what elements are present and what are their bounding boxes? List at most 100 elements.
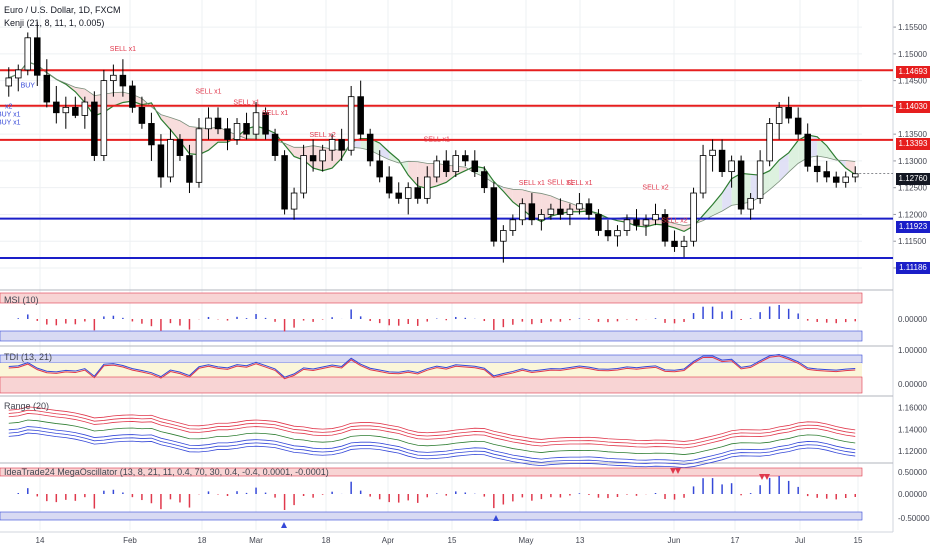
y-tick-label: 1.12000: [898, 210, 927, 219]
pane-label-tdi: TDI (13, 21): [4, 352, 53, 362]
x-tick-label: Apr: [382, 536, 395, 545]
candle-body: [595, 214, 602, 231]
candle-body: [243, 123, 250, 135]
candle-body: [281, 155, 288, 210]
level-badge-4: 1.11923: [896, 221, 930, 233]
pane-label-msi: MSI (10): [4, 295, 39, 305]
range-band-line: [8, 413, 856, 449]
candle-body: [823, 171, 830, 178]
candle-body: [633, 219, 640, 226]
candle-body: [576, 203, 583, 210]
candle-body: [357, 96, 364, 135]
ma-cloud-segment: [179, 120, 190, 154]
x-tick-label: Mar: [249, 536, 263, 545]
candle-body: [138, 106, 146, 124]
msi-upper-zone: [0, 292, 863, 304]
x-tick-label: 13: [576, 536, 585, 545]
candle-body: [528, 203, 536, 221]
candle-body: [271, 133, 279, 156]
x-tick-label: Jul: [795, 536, 805, 545]
signal-label: x2: [5, 104, 13, 111]
candle-body: [53, 101, 60, 114]
candle-body: [737, 160, 745, 210]
ma-cloud-segment: [113, 92, 123, 107]
chart-title: Euro / U.S. Dollar, 1D, FXCM: [4, 5, 121, 15]
tdi-tick-label: 1.00000: [898, 346, 927, 355]
candle-body: [699, 155, 707, 194]
range-tick-label: 1.14000: [898, 425, 927, 434]
y-tick-label: 1.11500: [898, 237, 927, 246]
candle-body: [481, 171, 488, 189]
candle-body: [119, 74, 127, 87]
candle-body: [414, 187, 421, 199]
range-band-line: [8, 429, 856, 465]
sell-arrow-marker: [764, 474, 770, 480]
candle-body: [623, 219, 631, 231]
signal-label: SELL x2: [642, 185, 668, 192]
candle-body: [224, 128, 231, 140]
x-tick-label: 14: [36, 536, 45, 545]
candle-body: [376, 160, 383, 178]
signal-label: SELL x1: [195, 88, 221, 95]
pane-label-megaoscillator: IdeaTrade24 MegaOscillator (13, 8, 21, 1…: [4, 467, 329, 477]
candle-body: [423, 176, 431, 199]
signal-label: BUY: [21, 82, 36, 89]
ma-cloud-segment: [170, 117, 180, 142]
candle-body: [433, 160, 441, 178]
candle-body: [157, 144, 165, 178]
msi-lower-zone: [0, 330, 863, 342]
x-tick-label: May: [518, 536, 533, 545]
candle-body: [813, 165, 821, 173]
chart-header: Euro / U.S. Dollar, 1D, FXCM Kenji (21, …: [4, 4, 121, 30]
candle-body: [452, 155, 460, 173]
candle-body: [690, 192, 697, 242]
candle-body: [566, 208, 574, 215]
ma-cloud-segment: [379, 143, 390, 160]
level-badge-3: 1.13393: [896, 138, 930, 150]
tdi-tick-label: 0.00000: [898, 380, 927, 389]
x-tick-label: Feb: [123, 536, 137, 545]
x-tick-label: Jun: [668, 536, 681, 545]
tdi-mid-zone: [0, 363, 862, 377]
candle-body: [500, 230, 507, 242]
signal-label: SELL x1: [566, 180, 592, 187]
candle-body: [614, 230, 621, 237]
y-tick-label: 1.15500: [898, 23, 927, 32]
ma-cloud-segment: [788, 140, 799, 173]
ma-cloud-segment: [674, 223, 685, 232]
tdi-line-red: [8, 355, 856, 380]
candle-body: [490, 187, 498, 242]
signal-label: SELL x1: [519, 180, 545, 187]
candle-body: [547, 208, 555, 215]
level-badge-2: 1.14030: [896, 101, 930, 113]
signal-label: SELL x1: [424, 137, 450, 144]
candle-body: [728, 160, 735, 173]
signal-label: BUY x1: [0, 120, 21, 127]
range-band-line: [8, 426, 856, 462]
ma-cloud-segment: [817, 136, 827, 158]
signal-label: SELL x1: [233, 100, 259, 107]
ma-cloud-segment: [332, 148, 342, 169]
mega-tick-label: 0.00000: [898, 490, 927, 499]
candle-body: [462, 155, 469, 162]
range-tick-label: 1.12000: [898, 447, 927, 456]
candle-body: [176, 139, 184, 156]
level-badge-1: 1.14693: [896, 66, 930, 78]
candle-body: [804, 133, 811, 167]
mega-upper-zone: [0, 467, 863, 477]
buy-arrow-marker: [281, 522, 287, 528]
range-tick-label: 1.16000: [898, 403, 927, 412]
candle-body: [347, 96, 355, 151]
last-price-badge: 1.12760: [896, 173, 930, 185]
candle-body: [471, 160, 479, 173]
candle-body: [148, 123, 155, 146]
y-tick-label: 1.13000: [898, 157, 927, 166]
ma-cloud-segment: [712, 193, 723, 216]
candle-body: [756, 160, 764, 199]
candle-body: [43, 74, 51, 103]
mega-tick-label: 0.50000: [898, 468, 927, 477]
ma-cloud-segment: [75, 87, 85, 103]
pane-label-range: Range (20): [4, 401, 50, 411]
